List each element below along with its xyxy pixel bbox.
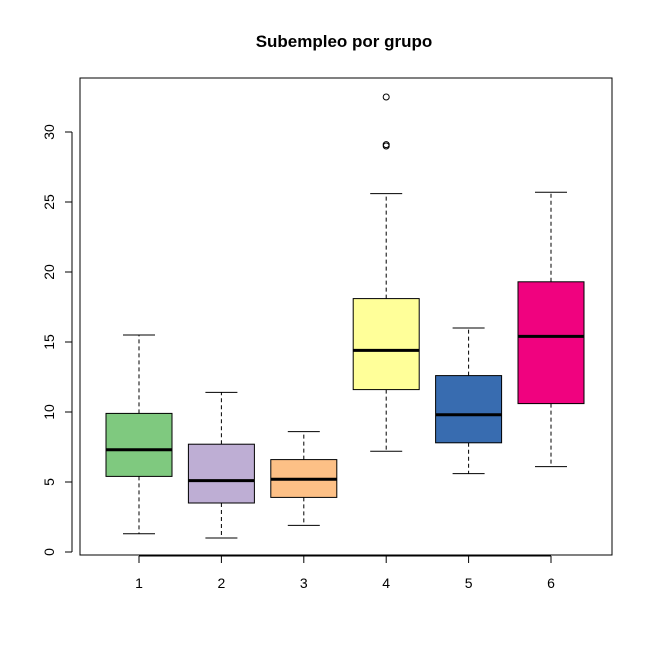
y-tick-label: 20	[41, 264, 57, 280]
x-tick-label: 2	[218, 575, 226, 591]
boxes-layer	[105, 93, 585, 539]
x-tick-label: 6	[547, 575, 555, 591]
box-group-3	[270, 431, 338, 526]
box-group-2	[187, 391, 255, 539]
outlier-point	[382, 141, 390, 149]
y-tick-label: 30	[41, 124, 57, 140]
box-rect	[517, 281, 585, 405]
plot-frame	[79, 77, 613, 556]
y-tick-label: 25	[41, 194, 57, 210]
box-rect	[105, 412, 173, 477]
y-tick-label: 15	[41, 334, 57, 350]
y-axis: 0 5 10 15 20 25 30	[41, 124, 73, 556]
x-tick-label: 4	[382, 575, 390, 591]
x-tick-label: 5	[465, 575, 473, 591]
x-tick-label: 1	[135, 575, 143, 591]
box-group-4	[352, 93, 420, 452]
x-axis: 1 2 3 4 5 6	[135, 555, 555, 591]
y-tick-label: 5	[41, 478, 57, 486]
box-group-6	[517, 191, 585, 468]
outlier-point	[382, 93, 390, 101]
box-rect	[352, 298, 420, 391]
chart-title: Subempleo por grupo	[256, 32, 433, 51]
box-rect	[435, 375, 503, 444]
y-tick-label: 10	[41, 404, 57, 420]
x-tick-label: 3	[300, 575, 308, 591]
box-group-5	[435, 327, 503, 475]
y-tick-label: 0	[41, 548, 57, 556]
box-rect	[187, 443, 255, 504]
box-group-1	[105, 334, 173, 535]
